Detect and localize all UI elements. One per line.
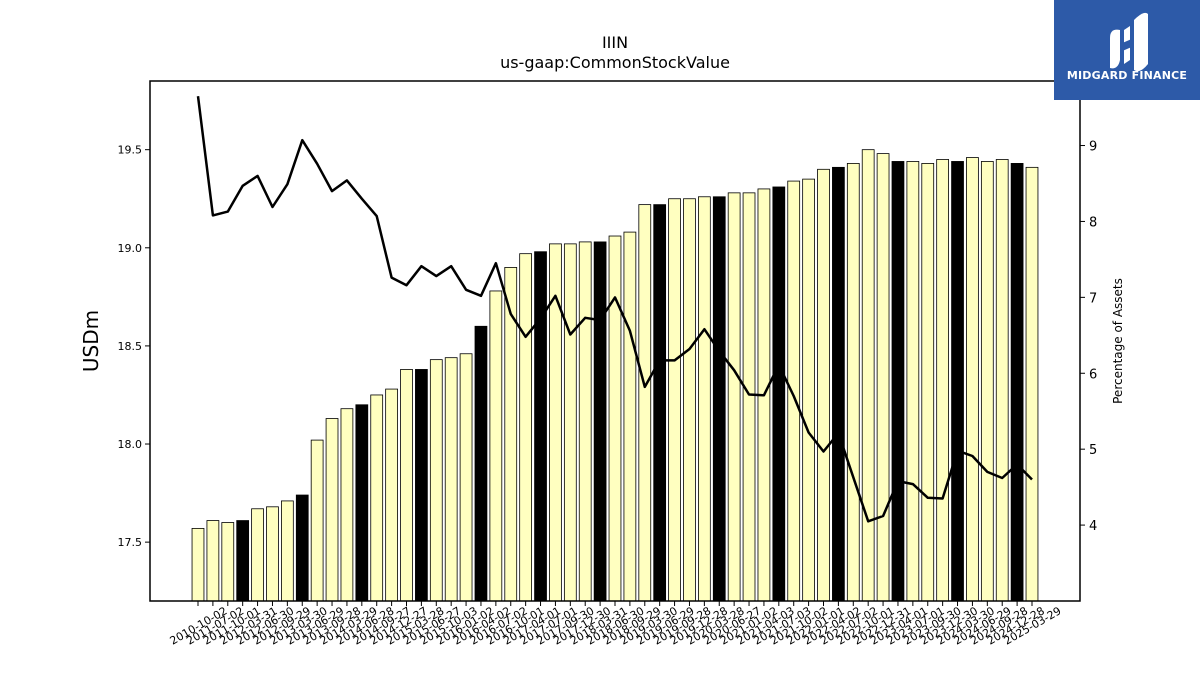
bar [608, 235, 622, 602]
bar [936, 159, 950, 602]
bar [429, 359, 443, 602]
bar [519, 253, 533, 602]
bar [191, 527, 205, 602]
y-tick-label: 19.5 [118, 144, 143, 157]
y-tick-label: 19.0 [118, 242, 143, 255]
bar [683, 198, 696, 602]
bar [802, 178, 815, 602]
y2-axis-label: Percentage of Assets [1111, 278, 1125, 404]
bar [727, 192, 741, 602]
line-series [196, 96, 1033, 523]
bar [266, 506, 279, 602]
bar [772, 186, 786, 602]
bar [444, 357, 458, 602]
bar [995, 159, 1009, 602]
bar [325, 418, 339, 602]
line-path [196, 96, 1033, 523]
midgard-finance-logo: MIDGARD FINANCE [1054, 0, 1200, 100]
y-tick-label: 17.5 [118, 536, 143, 549]
bar [370, 394, 384, 602]
bar-series [191, 149, 1039, 602]
bar [623, 231, 637, 602]
bar [310, 439, 324, 602]
bar [578, 241, 592, 602]
bar [921, 163, 935, 602]
x-axis-ticks: 2010-10-022011-07-022011-10-012012-03-31… [168, 601, 1064, 648]
y2-axis-ticks: 4 5 6 7 8 9 [1080, 140, 1097, 534]
y-axis-ticks: 17.5 18.0 18.5 19.0 19.5 [118, 144, 150, 549]
y2-tick-label: 7 [1089, 291, 1097, 306]
bar [698, 196, 711, 602]
bar [459, 353, 473, 602]
y2-tick-label: 5 [1089, 443, 1097, 458]
bar [489, 290, 503, 602]
bar [876, 153, 890, 602]
bar [340, 408, 354, 602]
bar [400, 369, 413, 602]
bar [534, 251, 547, 602]
logo-mark-icon [1110, 12, 1148, 72]
y2-tick-label: 6 [1089, 367, 1097, 382]
bar [563, 243, 577, 602]
chart-title: IIIN [602, 33, 628, 52]
bar [295, 494, 309, 602]
bar [817, 168, 830, 602]
bar [593, 241, 607, 602]
y-tick-label: 18.0 [118, 438, 143, 451]
bar [638, 204, 652, 602]
bar [891, 161, 905, 602]
bar [251, 508, 264, 602]
bar [861, 149, 875, 602]
bar [980, 161, 994, 602]
bar [415, 369, 428, 602]
bar [280, 500, 294, 602]
bar [653, 204, 667, 602]
logo-text: MIDGARD FINANCE [1066, 69, 1188, 82]
bar [832, 166, 845, 602]
bar [236, 520, 250, 602]
bar [385, 388, 398, 602]
bar [1010, 163, 1024, 602]
chart-subtitle: us-gaap:CommonStockValue [500, 53, 730, 72]
bar [1025, 166, 1039, 602]
bar [221, 522, 235, 602]
bar [951, 161, 964, 602]
y2-tick-label: 9 [1089, 140, 1097, 155]
y2-tick-label: 8 [1089, 215, 1097, 230]
plot-frame [149, 80, 1081, 602]
bar [966, 157, 979, 602]
bar [474, 325, 488, 602]
bar [906, 161, 920, 602]
bar [712, 196, 726, 602]
bar [846, 163, 860, 602]
bar [787, 180, 801, 602]
bar [206, 520, 220, 602]
y-axis-label: USDm [79, 310, 103, 372]
y2-tick-label: 4 [1089, 519, 1097, 534]
bar [355, 404, 369, 602]
bar [504, 267, 518, 602]
bar [742, 192, 756, 602]
bar [668, 198, 681, 602]
y-tick-label: 18.5 [118, 340, 143, 353]
